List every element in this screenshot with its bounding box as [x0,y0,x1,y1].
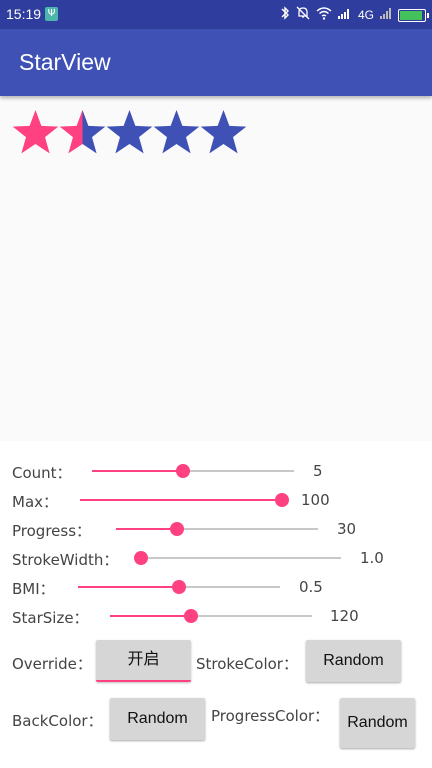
status-bar: 15:19 Ψ 4G [0,0,432,29]
bmi-value: 0.5 [299,578,323,596]
max-slider[interactable] [80,499,282,501]
progress-slider-thumb[interactable] [170,522,184,536]
starsize-label: StarSize： [12,607,89,628]
battery-icon [398,9,426,22]
star-icon-3[interactable] [107,110,153,153]
max-label: Max： [12,491,58,512]
signal-icon [338,7,352,23]
bmi-label: BMI： [12,578,55,599]
signal-icon-2 [380,7,392,23]
max-value: 100 [301,491,330,509]
app-title: StarView [19,49,111,76]
star-icon-2[interactable] [60,110,106,153]
star-icon-4[interactable] [154,110,200,153]
controls-panel: Count： 5 Max： 100 Progress： 30 StrokeWid… [0,441,432,768]
strokewidth-slider-thumb[interactable] [134,551,148,565]
starsize-slider-row: StarSize： 120 [0,602,432,630]
progress-label: Progress： [12,520,91,541]
progress-slider-row: Progress： 30 [0,515,432,543]
bmi-slider-thumb[interactable] [172,580,186,594]
bmi-slider[interactable] [78,586,280,588]
star-icon-5[interactable] [201,110,247,153]
max-slider-row: Max： 100 [0,486,432,514]
progress-color-random-button[interactable]: Random [340,698,415,748]
star-icon-1[interactable] [13,110,59,153]
progress-color-label: ProgressColor： [211,705,329,726]
strokewidth-slider-row: StrokeWidth： 1.0 [0,544,432,572]
stroke-color-random-button[interactable]: Random [306,640,401,682]
strokewidth-slider[interactable] [141,557,341,559]
override-label: Override： [12,653,92,674]
count-value: 5 [313,462,323,480]
status-time: 15:19 [6,6,41,22]
status-icons: 4G [280,5,426,25]
strokewidth-value: 1.0 [360,549,384,567]
starsize-value: 120 [330,607,359,625]
strokewidth-label: StrokeWidth： [12,549,118,570]
usb-icon: Ψ [45,7,58,21]
starsize-slider-thumb[interactable] [184,609,198,623]
back-color-label: BackColor： [12,710,103,731]
progress-value: 30 [337,520,356,538]
max-slider-thumb[interactable] [275,493,289,507]
app-bar: StarView [0,29,432,96]
count-label: Count： [12,462,72,483]
stroke-color-label: StrokeColor： [196,653,298,674]
bmi-slider-row: BMI： 0.5 [0,573,432,601]
bluetooth-icon [280,6,290,24]
count-slider-row: Count： 5 [0,457,432,485]
star-rating-view[interactable] [12,108,262,158]
network-type: 4G [358,8,374,22]
count-slider-thumb[interactable] [176,464,190,478]
progress-slider[interactable] [116,528,318,530]
mute-icon [296,6,310,24]
starsize-slider[interactable] [110,615,312,617]
count-slider[interactable] [92,470,294,472]
back-color-random-button[interactable]: Random [110,698,205,740]
wifi-icon [316,7,332,24]
override-toggle-button[interactable]: 开启 [96,640,191,682]
